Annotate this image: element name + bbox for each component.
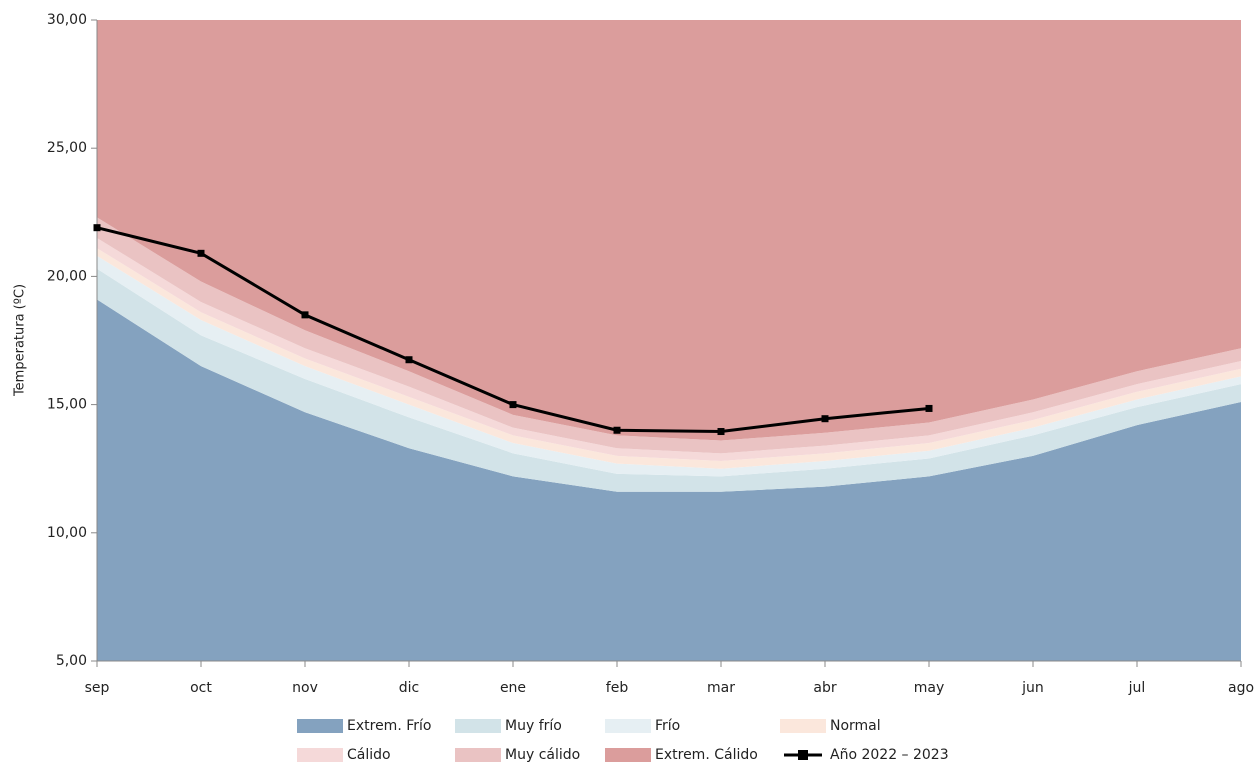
legend-label: Muy frío (505, 718, 562, 734)
legend-swatch (297, 719, 343, 733)
line-marker (717, 428, 725, 436)
legend-swatch (798, 750, 808, 760)
x-tick-label: ene (500, 680, 526, 696)
x-tick-label: jun (1021, 680, 1044, 696)
legend-swatch (605, 748, 651, 762)
x-tick-label: abr (813, 680, 836, 696)
legend-label: Cálido (347, 747, 391, 763)
x-tick-label: sep (85, 680, 110, 696)
line-marker (821, 415, 829, 423)
x-tick-label: mar (707, 680, 735, 696)
x-tick-label: feb (606, 680, 629, 696)
legend-label: Muy cálido (505, 747, 580, 763)
line-marker (925, 404, 933, 412)
legend-label: Frío (655, 718, 680, 734)
y-axis-label: Temperatura (ºC) (13, 284, 28, 397)
line-marker (197, 249, 205, 257)
legend-label: Normal (830, 718, 881, 734)
x-tick-label: oct (190, 680, 212, 696)
legend-label: Extrem. Frío (347, 718, 431, 734)
y-tick-label: 20,00 (47, 268, 87, 284)
area (97, 299, 1241, 661)
line-marker (93, 224, 101, 232)
legend-label: Extrem. Cálido (655, 747, 758, 763)
legend-swatch (455, 748, 501, 762)
y-tick-label: 5,00 (56, 653, 87, 669)
line-marker (301, 311, 309, 319)
line-marker (613, 426, 621, 434)
line-marker (405, 356, 413, 364)
legend-swatch (455, 719, 501, 733)
legend-swatch (605, 719, 651, 733)
y-tick-label: 15,00 (47, 397, 87, 413)
x-tick-label: ago (1228, 680, 1254, 696)
y-tick-label: 25,00 (47, 140, 87, 156)
x-tick-label: dic (399, 680, 419, 696)
line-marker (509, 401, 517, 409)
y-tick-label: 10,00 (47, 525, 87, 541)
area (97, 268, 1241, 492)
x-tick-label: nov (292, 680, 318, 696)
legend-swatch (297, 748, 343, 762)
y-tick-label: 30,00 (47, 12, 87, 28)
x-tick-label: may (914, 680, 945, 696)
area (97, 20, 1241, 441)
legend-label: Año 2022 – 2023 (830, 747, 949, 763)
legend-swatch (780, 719, 826, 733)
x-tick-label: jul (1128, 680, 1146, 696)
areas (97, 20, 1241, 661)
